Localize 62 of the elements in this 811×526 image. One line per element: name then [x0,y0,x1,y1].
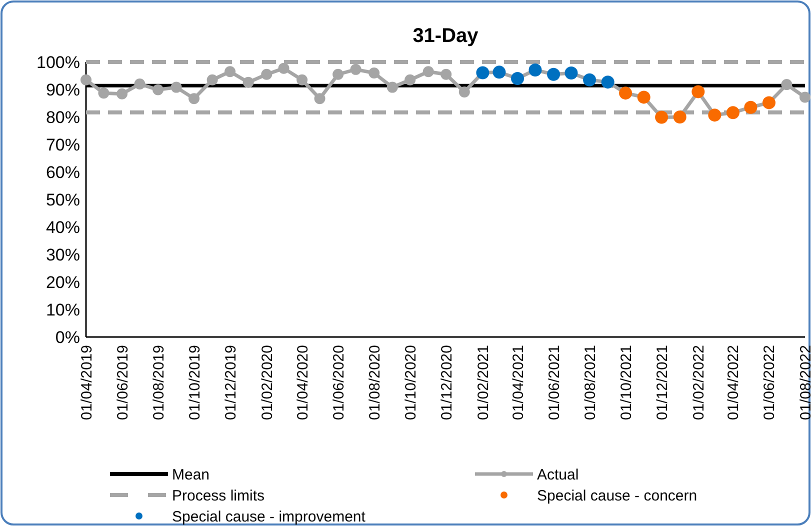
y-tick-label: 70% [46,135,80,154]
point [242,76,254,88]
point [206,74,218,86]
y-tick-label: 60% [46,162,80,182]
point [422,66,434,78]
legend-label: Special cause - concern [537,487,698,504]
point [152,84,164,96]
x-tick-label: 01/08/2020 [366,345,384,420]
point [224,66,236,78]
x-tick-label: 01/06/2020 [330,345,348,420]
x-tick-label: 01/02/2020 [258,345,276,420]
y-tick-label: 40% [46,218,80,237]
y-tick-label: 80% [46,108,80,127]
x-tick-label: 01/12/2021 [654,345,671,420]
y-tick-label: 20% [46,272,80,292]
point [278,62,290,74]
x-tick-label: 01/02/2021 [474,345,492,420]
point [332,68,344,80]
x-tick-label: 01/02/2022 [690,345,708,420]
x-tick-label: 01/10/2020 [402,345,420,420]
x-tick-label: 01/12/2019 [222,345,240,420]
x-tick-label: 01/08/2022 [797,345,811,420]
y-tick-label: 0% [55,328,80,347]
y-tick-label: 100% [36,52,80,72]
x-tick-label: 01/08/2021 [582,345,599,420]
x-tick-label: 01/10/2021 [618,345,635,420]
x-tick-label: 01/04/2022 [725,345,742,420]
point [134,78,146,90]
chart-title: 31-Day [412,25,480,47]
point [314,93,326,104]
point [368,68,380,78]
legend-label: Process limits [172,487,265,504]
y-tick-label: 90% [46,80,80,100]
x-tick-label: 01/04/2020 [294,345,312,420]
legend-label: Special cause - improvement [172,508,366,526]
y-tick-label: 30% [46,245,80,264]
point [170,82,182,93]
x-tick-label: 01/06/2019 [114,345,132,420]
point [458,86,470,98]
x-tick-label: 01/04/2021 [510,345,527,420]
point [80,74,92,86]
point [386,82,398,93]
y-tick-label: 10% [46,300,80,320]
x-tick-label: 01/06/2021 [546,345,563,420]
point [98,88,110,99]
x-tick-label: 01/06/2022 [761,345,778,420]
point [404,74,416,86]
point [116,88,128,100]
point [781,79,792,90]
y-tick-label: 50% [46,190,80,210]
point [800,92,810,103]
point [350,64,362,75]
legend-label: Actual [537,466,579,484]
point [440,68,452,80]
x-tick-label: 01/08/2019 [150,345,168,420]
point [188,93,200,104]
x-tick-label: 01/04/2019 [78,345,96,420]
x-tick-label: 01/12/2020 [438,345,456,420]
x-tick-label: 01/10/2019 [186,345,204,420]
point [296,74,308,86]
point [261,68,272,80]
legend-label: Mean [172,466,210,484]
